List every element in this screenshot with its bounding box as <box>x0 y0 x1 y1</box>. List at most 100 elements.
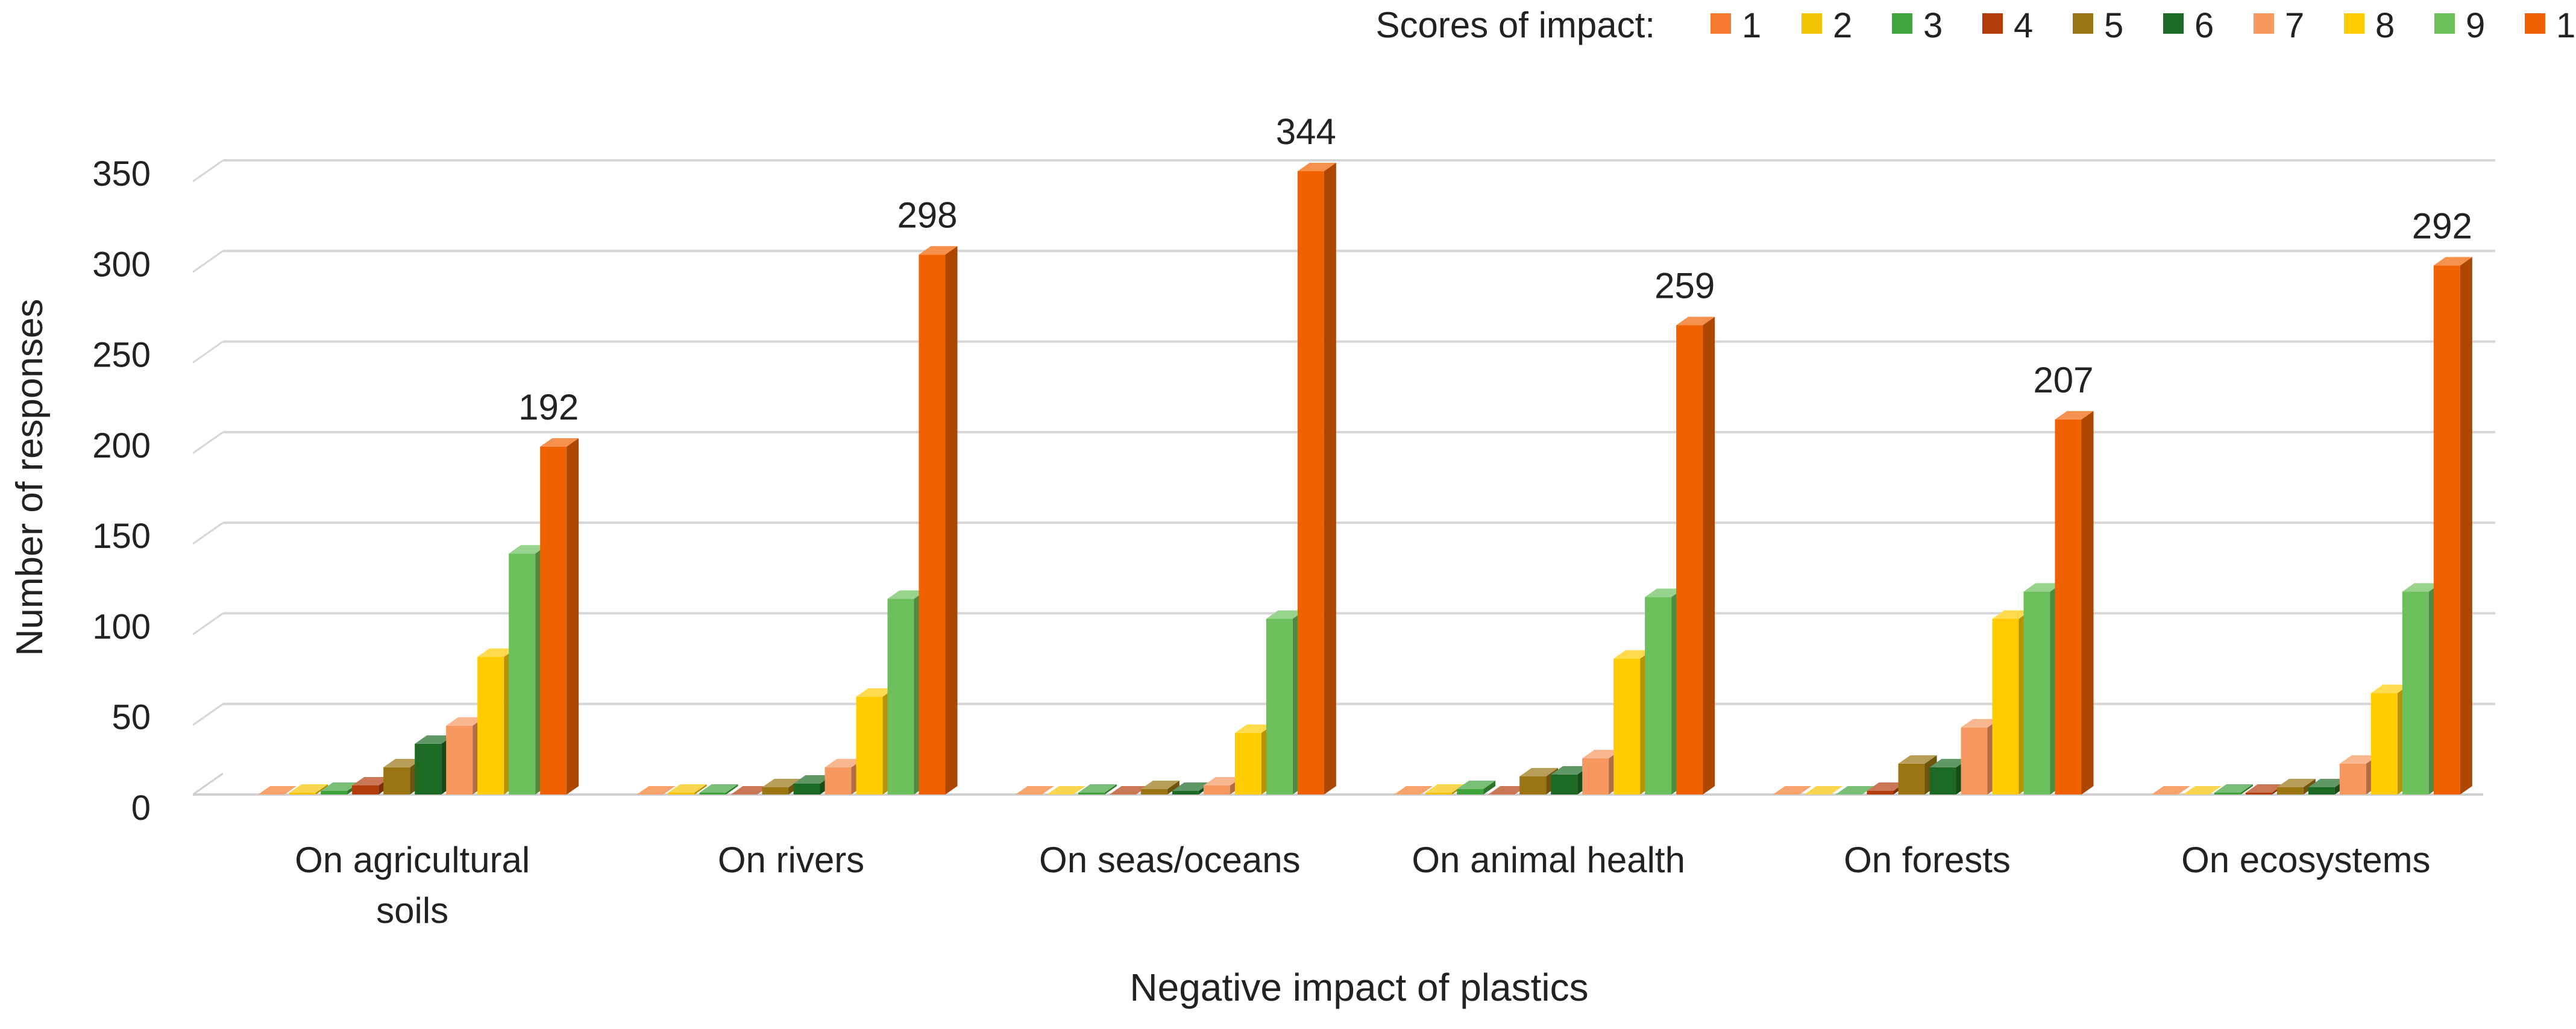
gridline-perspective <box>192 250 224 273</box>
x-tick-label: On seas/oceans <box>1039 840 1301 880</box>
y-axis-title: Number of responses <box>9 299 51 656</box>
y-tick-label: 300 <box>92 245 151 284</box>
bar-series-4 <box>352 785 379 795</box>
data-label: 207 <box>2033 360 2093 400</box>
x-tick-label: On agricultural <box>295 840 530 880</box>
bar-top-series-4 <box>1488 786 1527 795</box>
gridline-perspective <box>192 612 224 635</box>
bar-top-series-2 <box>668 784 707 793</box>
gridline-perspective <box>192 521 224 545</box>
bar-series-10 <box>1297 171 1324 795</box>
bar-top-series-7 <box>446 717 485 726</box>
bar-top-series-5 <box>1898 755 1937 764</box>
x-axis-title: Negative impact of plastics <box>1129 966 1588 1009</box>
bar-series-5 <box>1898 763 1925 795</box>
bar-top-series-1 <box>1394 786 1433 795</box>
bar-top-series-9 <box>2023 583 2062 592</box>
bar-side-series-3 <box>726 784 738 795</box>
bar-top-series-7 <box>1582 749 1621 758</box>
bar-series-8 <box>477 656 504 795</box>
x-tick-label: On ecosystems <box>2181 840 2430 880</box>
bar-top-series-1 <box>258 786 297 795</box>
legend-swatch-1 <box>1711 13 1731 34</box>
bar-top-series-1 <box>636 786 676 795</box>
bar-series-10 <box>1676 325 1703 795</box>
bar-top-series-6 <box>793 775 832 784</box>
bar-top-series-6 <box>2308 778 2347 787</box>
bar-top-series-3 <box>1078 784 1117 793</box>
legend-swatch-2 <box>1802 13 1822 34</box>
bar-series-9 <box>1645 597 1672 795</box>
legend-swatch-5 <box>2073 13 2093 34</box>
bar-top-series-3 <box>1457 780 1496 789</box>
bar-top-series-2 <box>1804 786 1843 795</box>
bar-series-8 <box>856 696 883 795</box>
y-tick-label: 100 <box>92 607 151 646</box>
bar-top-series-10 <box>919 246 958 255</box>
bar-side-series-10 <box>1324 163 1336 795</box>
bar-series-7 <box>1203 785 1230 795</box>
bar-top-series-8 <box>856 688 895 697</box>
bar-side-series-3 <box>2240 784 2253 795</box>
bar-series-10 <box>2433 265 2460 795</box>
data-label: 298 <box>897 195 957 235</box>
legend-swatch-8 <box>2344 13 2364 34</box>
bar-top-series-6 <box>1929 758 1968 767</box>
bar-series-7 <box>1582 758 1609 795</box>
legend-label-5: 5 <box>2104 6 2123 45</box>
bar-series-2 <box>668 792 695 795</box>
bar-side-series-2 <box>316 784 328 795</box>
bar-series-10 <box>540 446 567 795</box>
bar-side-series-3 <box>1483 780 1496 795</box>
bar-top-series-5 <box>1140 780 1180 789</box>
data-label: 344 <box>1276 112 1336 152</box>
legend-swatch-6 <box>2163 13 2184 34</box>
bar-top-series-10 <box>540 438 579 447</box>
bar-series-10 <box>2055 419 2082 795</box>
bar-series-6 <box>1551 774 1578 795</box>
legend-swatch-4 <box>1982 13 2003 34</box>
bar-top-series-7 <box>825 758 864 767</box>
bar-top-series-10 <box>1676 316 1715 326</box>
bar-top-series-7 <box>1961 719 2000 728</box>
gridline-perspective <box>192 431 224 455</box>
bar-top-series-6 <box>415 735 454 744</box>
bar-series-4 <box>2245 792 2272 795</box>
gridline-perspective <box>192 159 224 183</box>
bar-series-7 <box>2339 763 2366 795</box>
bar-series-8 <box>1234 732 1261 795</box>
bar-top-series-10 <box>1297 163 1336 172</box>
bar-series-5 <box>383 767 410 795</box>
gridline-perspective <box>192 703 224 726</box>
data-label: 259 <box>1654 266 1715 306</box>
bar-series-2 <box>1425 792 1453 795</box>
bar-series-5 <box>2276 787 2304 795</box>
bar-series-6 <box>1929 767 1956 795</box>
x-tick-label: On animal health <box>1412 840 1685 880</box>
bar-top-series-1 <box>1773 786 1812 795</box>
bar-top-series-1 <box>1015 786 1054 795</box>
bar-top-series-7 <box>1203 776 1242 785</box>
y-tick-label: 250 <box>92 336 151 375</box>
bar-top-series-4 <box>730 786 770 795</box>
bar-top-series-3 <box>321 782 360 791</box>
legend-title: Scores of impact: <box>1375 5 1655 45</box>
bar-series-8 <box>1992 618 2019 795</box>
bar-series-7 <box>446 725 473 795</box>
bar-series-3 <box>699 792 726 795</box>
bar-series-6 <box>415 743 442 795</box>
bar-top-series-9 <box>2402 583 2441 592</box>
legend-swatch-9 <box>2434 13 2455 34</box>
y-tick-label: 50 <box>112 698 151 737</box>
bar-series-7 <box>825 767 852 795</box>
bar-top-series-4 <box>352 776 391 785</box>
bar-side-series-10 <box>945 246 958 795</box>
bar-top-series-2 <box>289 784 328 793</box>
legend-label-4: 4 <box>2014 6 2033 45</box>
bar-series-9 <box>2023 591 2050 795</box>
bar-top-series-2 <box>1046 786 1085 795</box>
bar-series-9 <box>1266 618 1293 795</box>
bar-top-series-9 <box>509 545 548 554</box>
